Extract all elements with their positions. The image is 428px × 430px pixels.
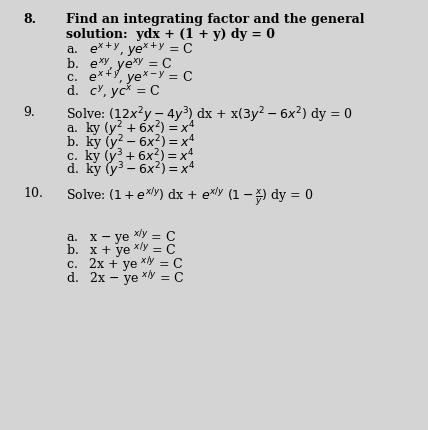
Text: c.   2x + ye $^{x/y}$ = C: c. 2x + ye $^{x/y}$ = C xyxy=(66,255,184,275)
Text: c.  ky $(y^3 + 6x^2) = x^4$: c. ky $(y^3 + 6x^2) = x^4$ xyxy=(66,147,195,167)
Text: Solve: $(1 + e^{x/y})$ dx + $e^{x/y}$ $(1 - \frac{x}{y})$ dy = 0: Solve: $(1 + e^{x/y})$ dx + $e^{x/y}$ $(… xyxy=(66,187,314,209)
Text: 10.: 10. xyxy=(24,187,43,200)
Text: d.  ky $(y^3 - 6x^2) = x^4$: d. ky $(y^3 - 6x^2) = x^4$ xyxy=(66,161,196,181)
Text: a.   $e^{x+y}$, $ye^{x+y}$ = C: a. $e^{x+y}$, $ye^{x+y}$ = C xyxy=(66,42,194,61)
Text: b.   x + ye $^{x/y}$ = C: b. x + ye $^{x/y}$ = C xyxy=(66,242,177,261)
Text: 8.: 8. xyxy=(24,13,36,26)
Text: Solve: $(12x^2y - 4y^3)$ dx + x$(3y^2 - 6x^2)$ dy = 0: Solve: $(12x^2y - 4y^3)$ dx + x$(3y^2 - … xyxy=(66,106,353,126)
Text: d.   $c^{y}$, $yc^{x}$ = C: d. $c^{y}$, $yc^{x}$ = C xyxy=(66,83,161,101)
Text: c.   $e^{x+y}$, $ye^{x-y}$ = C: c. $e^{x+y}$, $ye^{x-y}$ = C xyxy=(66,70,193,88)
Text: 9.: 9. xyxy=(24,106,35,119)
Text: solution:  ydx + (1 + y) dy = 0: solution: ydx + (1 + y) dy = 0 xyxy=(66,28,275,40)
Text: b.   $e^{xy}$, $ye^{xy}$ = C: b. $e^{xy}$, $ye^{xy}$ = C xyxy=(66,56,173,73)
Text: d.   2x $-$ ye $^{x/y}$ = C: d. 2x $-$ ye $^{x/y}$ = C xyxy=(66,269,185,289)
Text: a.  ky $(y^2 + 6x^2) = x^4$: a. ky $(y^2 + 6x^2) = x^4$ xyxy=(66,120,196,139)
Text: b.  ky $(y^2 - 6x^2) = x^4$: b. ky $(y^2 - 6x^2) = x^4$ xyxy=(66,133,196,153)
Text: a.   x $-$ ye $^{x/y}$ = C: a. x $-$ ye $^{x/y}$ = C xyxy=(66,228,177,248)
Text: Find an integrating factor and the general: Find an integrating factor and the gener… xyxy=(66,13,365,26)
